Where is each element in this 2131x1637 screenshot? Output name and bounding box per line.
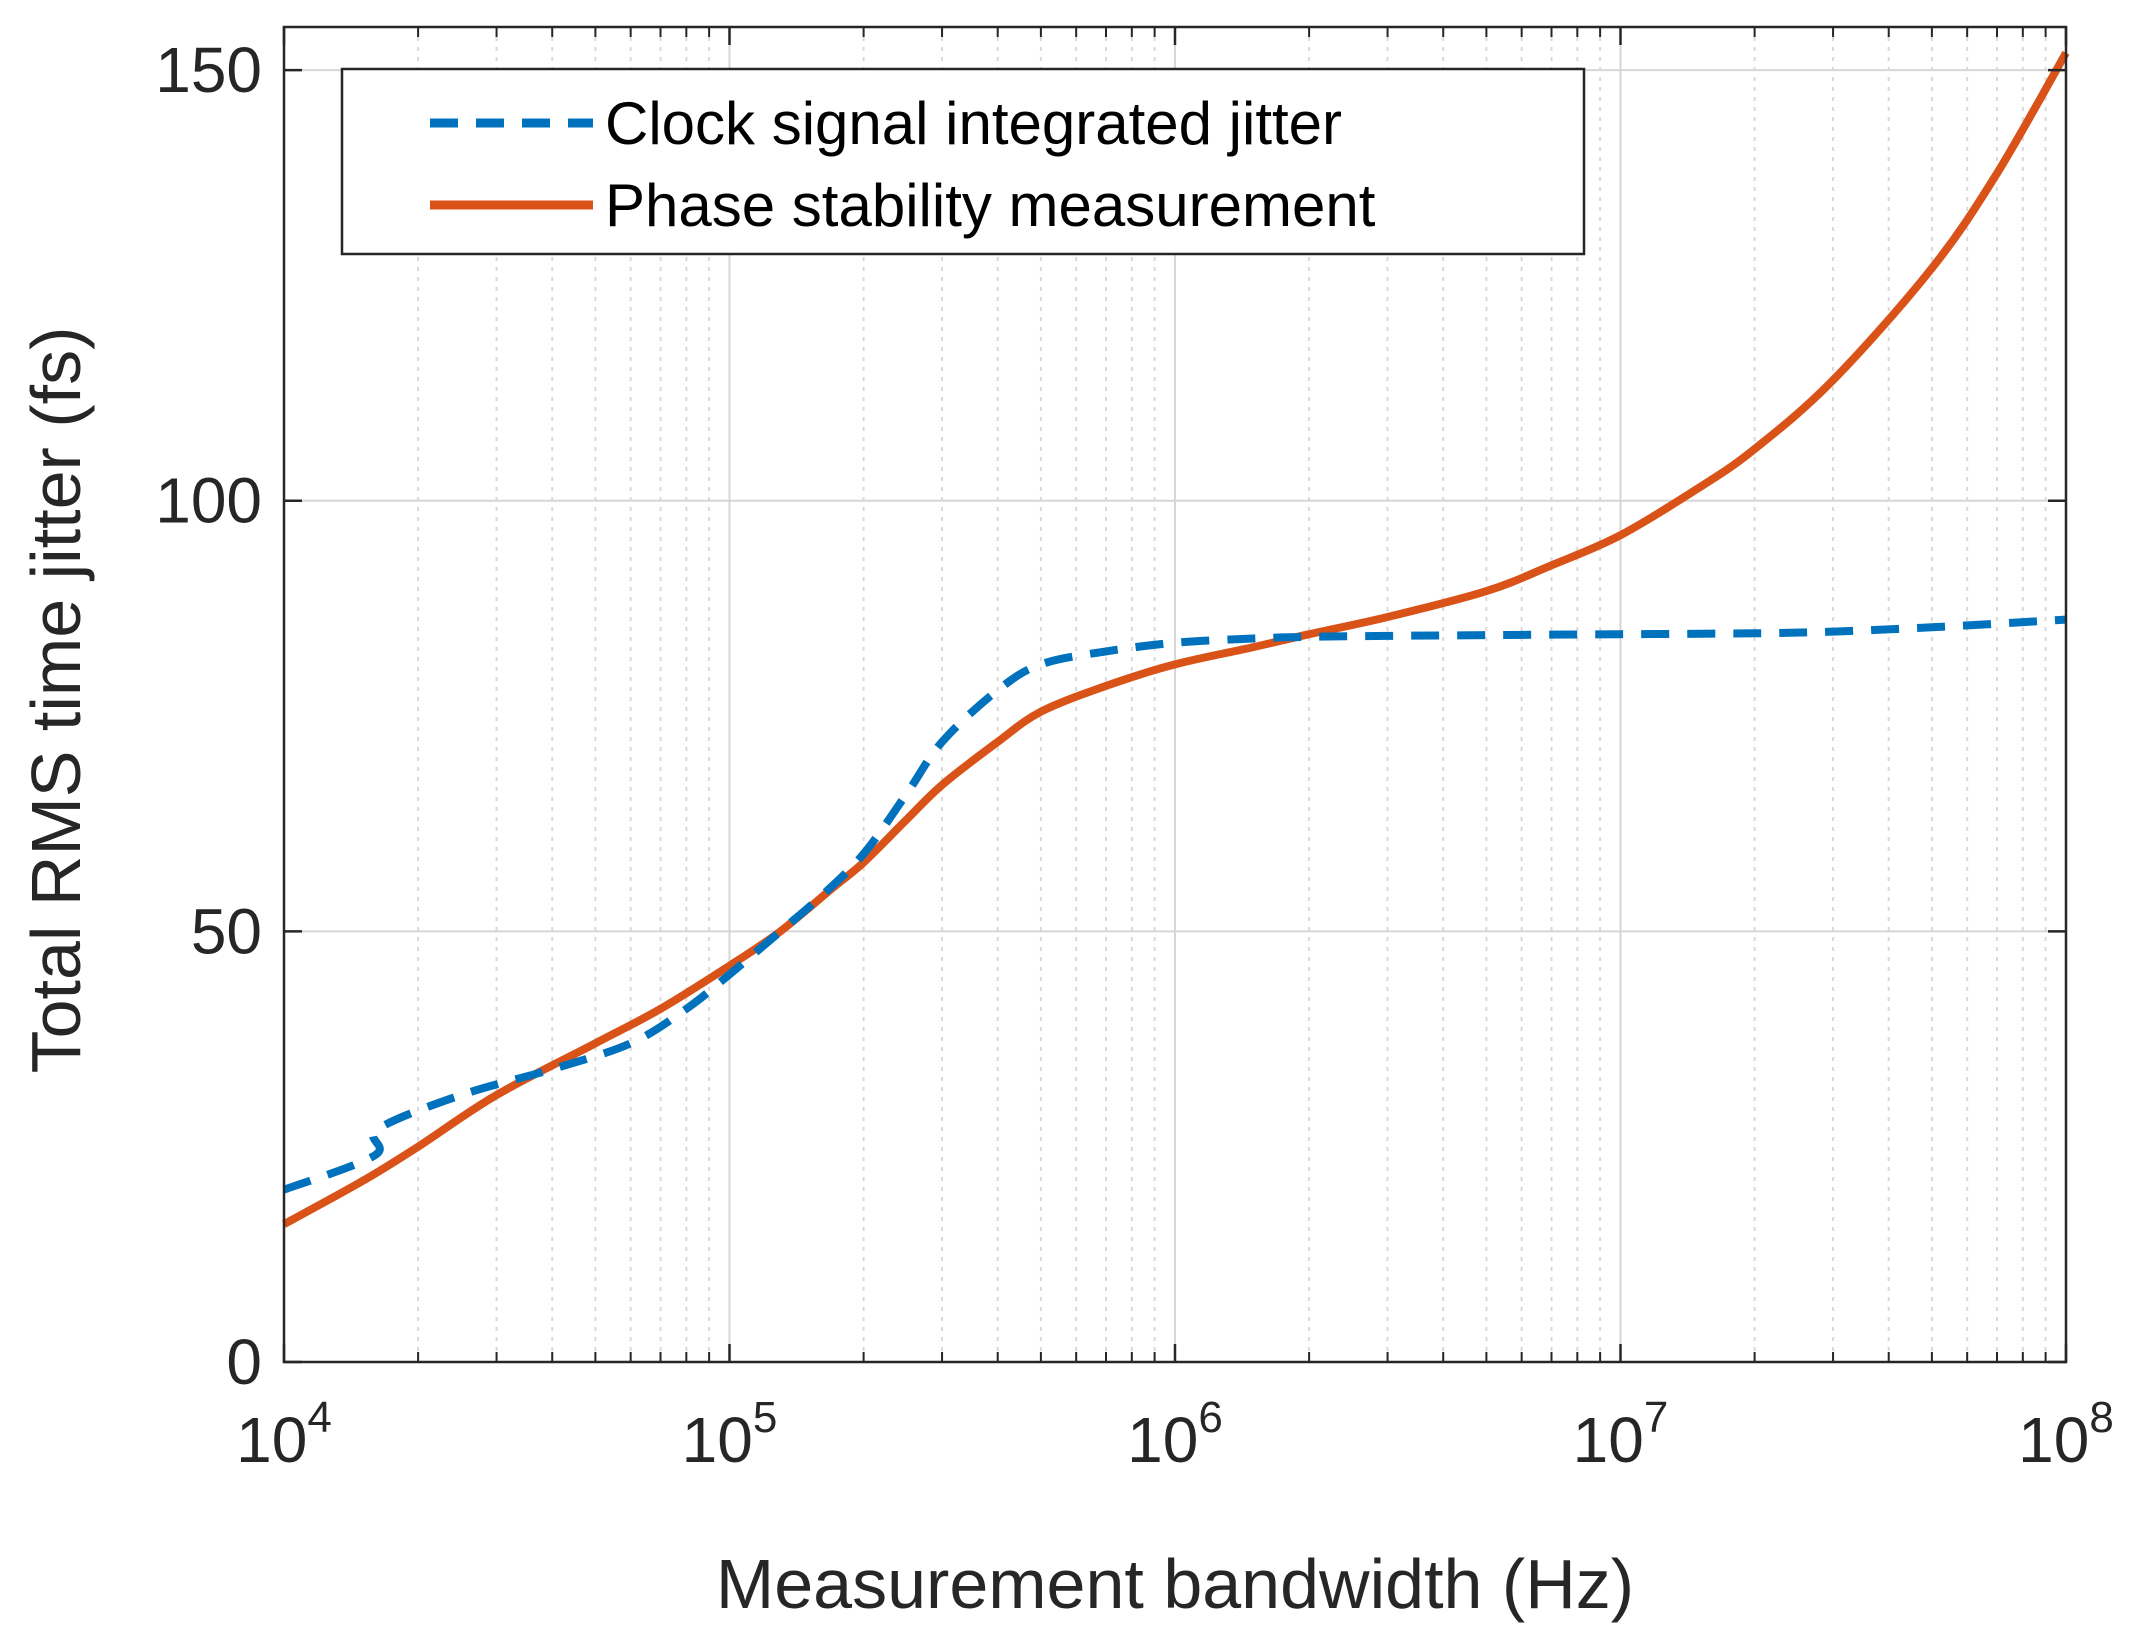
- legend-label-clock: Clock signal integrated jitter: [605, 90, 1342, 157]
- y-tick-label: 100: [155, 465, 262, 537]
- x-tick-label: 108: [2018, 1393, 2114, 1476]
- series-layer: [282, 50, 2070, 1228]
- tick-marks: [282, 27, 2068, 1364]
- x-axis-label: Measurement bandwidth (Hz): [716, 1545, 1634, 1623]
- legend-box: [340, 67, 1586, 256]
- y-tick-label: 150: [155, 34, 262, 106]
- legend-label-phase: Phase stability measurement: [605, 172, 1376, 239]
- legend: Clock signal integrated jitter Phase sta…: [340, 67, 1586, 256]
- y-tick-label: 50: [191, 895, 262, 967]
- y-axis-label: Total RMS time jitter (fs): [17, 327, 95, 1074]
- x-tick-label: 104: [236, 1393, 332, 1476]
- series-line-phase-stability: [282, 50, 2070, 1228]
- y-tick-label: 0: [226, 1326, 262, 1398]
- x-tick-label: 105: [682, 1393, 778, 1476]
- y-tick-labels: 0 50 100 150: [155, 34, 262, 1398]
- x-tick-labels: 104 105 106 107 108: [236, 1393, 2114, 1476]
- x-tick-label: 106: [1127, 1393, 1223, 1476]
- x-tick-label: 107: [1573, 1393, 1669, 1476]
- series-line-clock-jitter: [282, 615, 2067, 1194]
